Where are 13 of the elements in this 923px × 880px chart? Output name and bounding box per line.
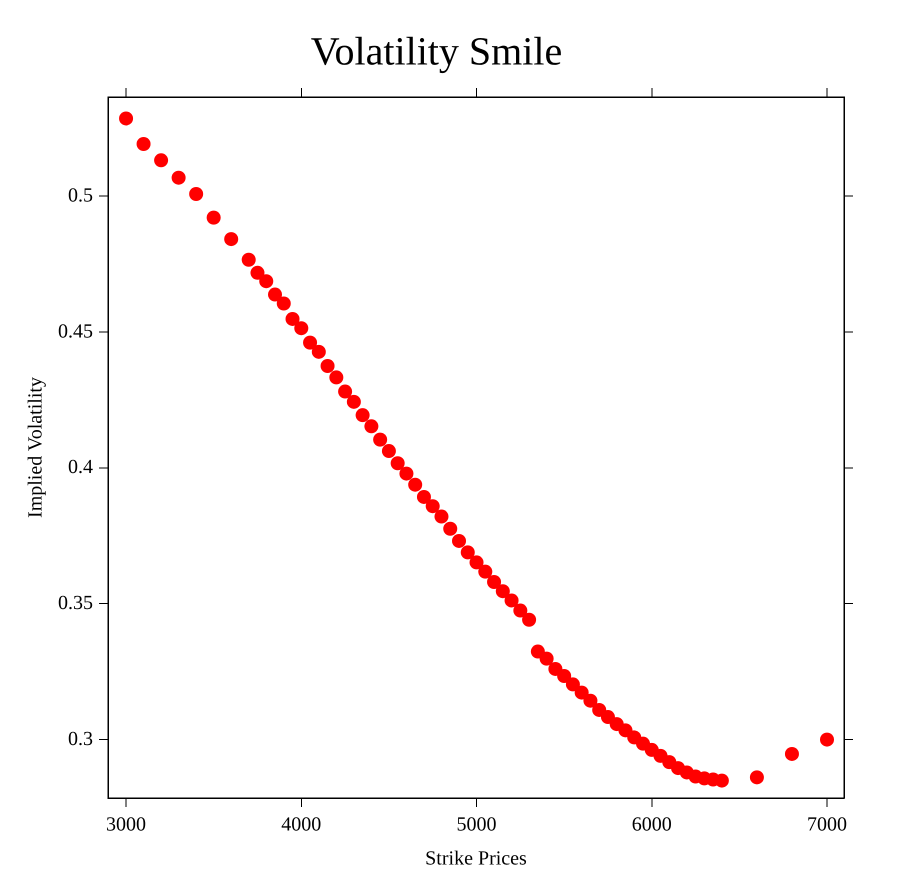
x-tick-label: 6000 xyxy=(632,813,672,836)
y-axis-title: Implied Volatility xyxy=(24,377,46,518)
x-tick-label: 5000 xyxy=(456,813,497,836)
x-tick-label: 3000 xyxy=(106,813,146,836)
x-axis-title: Strike Prices xyxy=(425,847,528,870)
y-tick-label: 0.5 xyxy=(68,184,93,206)
y-tick-label: 0.45 xyxy=(58,320,93,342)
chart-title: Volatility Smile xyxy=(310,28,562,74)
y-tick-label: 0.3 xyxy=(68,728,93,750)
x-tick-label: 7000 xyxy=(807,813,847,836)
x-tick-label: 4000 xyxy=(281,813,322,836)
y-tick-label: 0.35 xyxy=(58,592,93,614)
y-tick-label: 0.4 xyxy=(68,456,93,478)
